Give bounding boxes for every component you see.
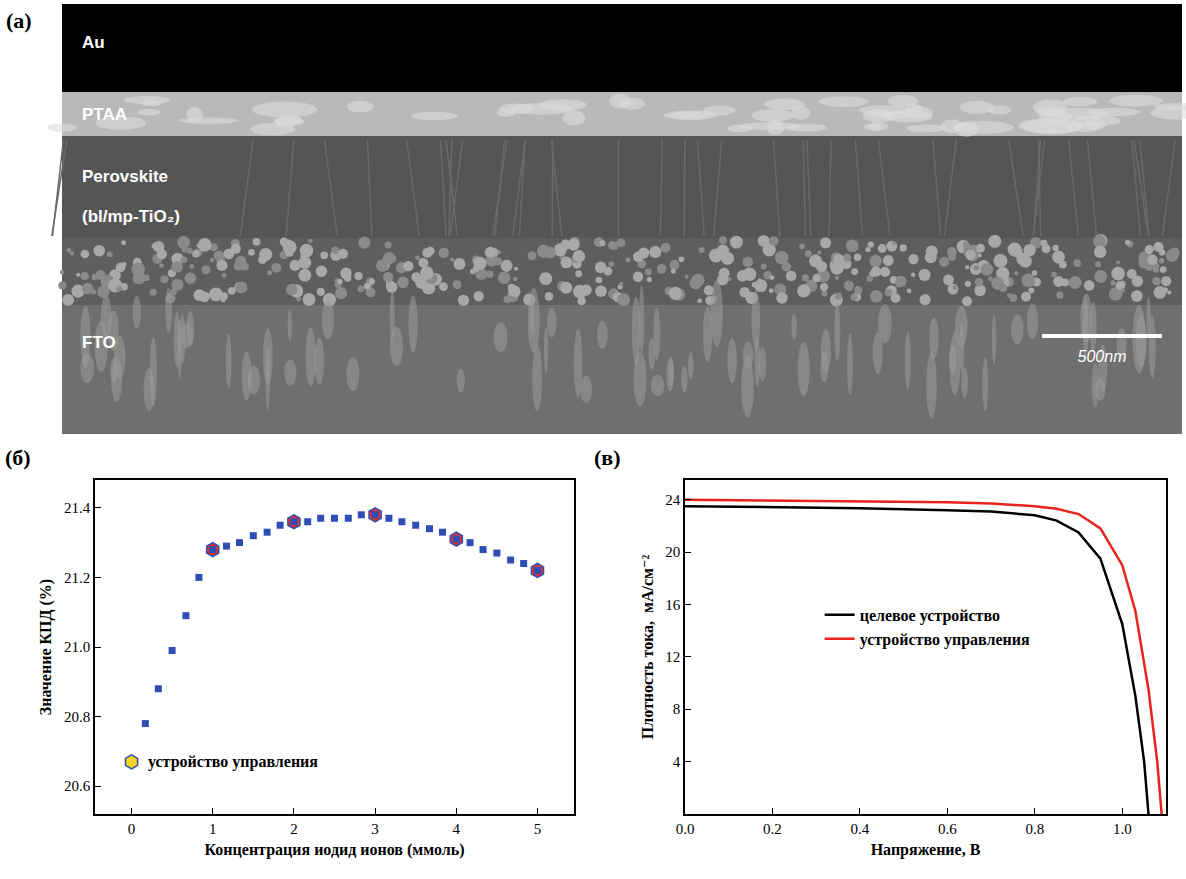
svg-text:PTAA: PTAA [82, 105, 127, 124]
svg-text:8: 8 [673, 701, 681, 717]
svg-text:Perovskite: Perovskite [82, 167, 168, 186]
svg-text:(б): (б) [5, 445, 31, 470]
svg-text:21.2: 21.2 [64, 570, 90, 586]
svg-text:устройство управления: устройство управления [860, 631, 1030, 649]
svg-text:20.6: 20.6 [64, 778, 91, 794]
svg-text:устройство управления: устройство управления [148, 753, 318, 771]
svg-text:FTO: FTO [82, 333, 116, 352]
svg-text:5: 5 [534, 821, 542, 837]
svg-text:0: 0 [128, 821, 136, 837]
svg-text:0.2: 0.2 [763, 821, 782, 837]
svg-text:12: 12 [665, 649, 680, 665]
svg-text:Концентрация иодид ионов (ммол: Концентрация иодид ионов (ммоль) [205, 841, 465, 859]
svg-text:24: 24 [665, 492, 681, 508]
svg-text:21.4: 21.4 [64, 500, 91, 516]
svg-text:1: 1 [209, 821, 217, 837]
svg-text:0.6: 0.6 [938, 821, 957, 837]
svg-text:500nm: 500nm [1078, 348, 1127, 365]
svg-text:3: 3 [371, 821, 379, 837]
svg-text:целевое устройство: целевое устройство [860, 607, 1000, 625]
svg-text:(a): (a) [6, 8, 32, 33]
svg-text:2: 2 [290, 821, 298, 837]
svg-text:1.0: 1.0 [1113, 821, 1132, 837]
svg-text:20.8: 20.8 [64, 709, 90, 725]
svg-text:(bl/mp-TiO₂): (bl/mp-TiO₂) [82, 207, 180, 226]
svg-text:Напряжение, В: Напряжение, В [871, 841, 981, 859]
svg-text:(в): (в) [594, 445, 621, 470]
svg-text:21.0: 21.0 [64, 639, 90, 655]
svg-text:20: 20 [665, 544, 680, 560]
svg-text:16: 16 [665, 597, 681, 613]
svg-text:4: 4 [673, 754, 681, 770]
svg-text:0.0: 0.0 [676, 821, 695, 837]
svg-text:0.8: 0.8 [1025, 821, 1044, 837]
svg-text:4: 4 [453, 821, 461, 837]
svg-text:0.4: 0.4 [851, 821, 870, 837]
svg-text:Au: Au [82, 33, 105, 52]
svg-text:Плотность тока, мА/см⁻²: Плотность тока, мА/см⁻² [639, 555, 656, 740]
svg-text:Значение КПД (%): Значение КПД (%) [37, 579, 55, 715]
